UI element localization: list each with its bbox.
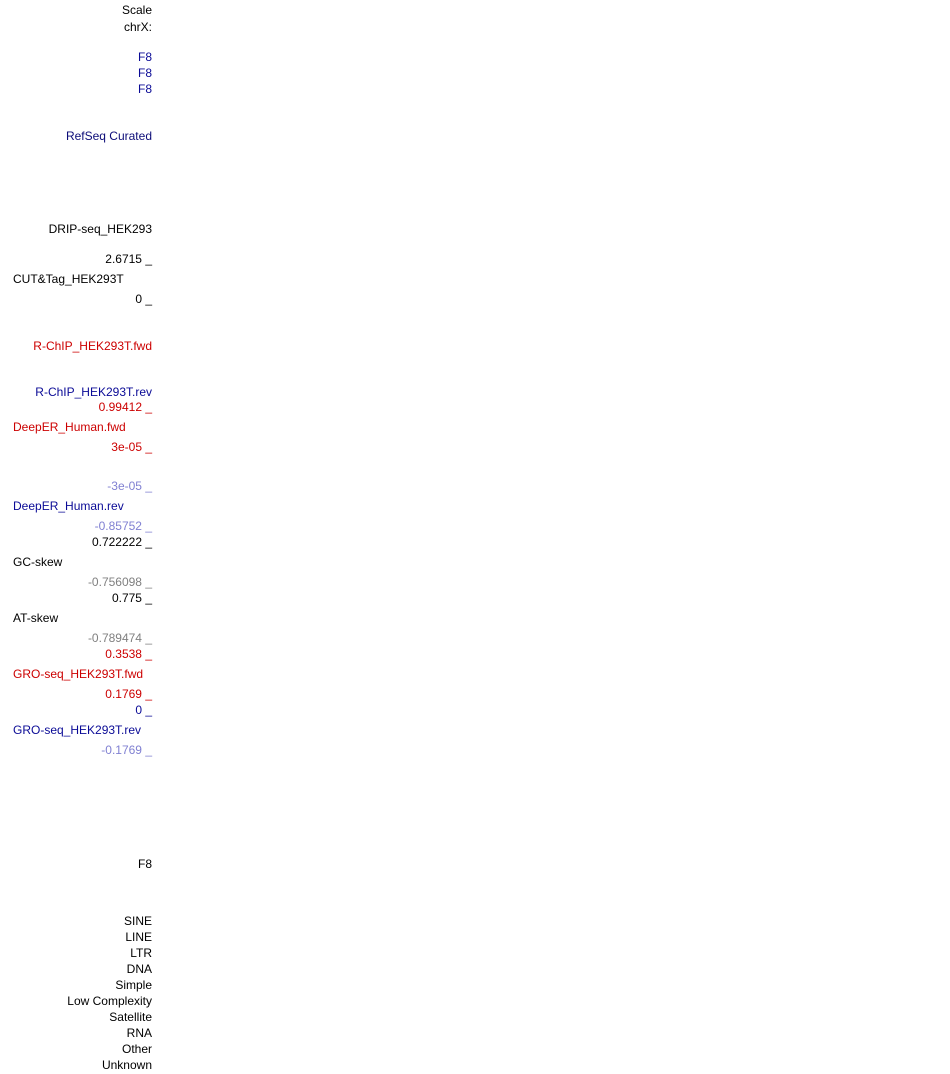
track-label: AT-skew <box>13 611 59 625</box>
track-label: -0.85752 _ <box>94 519 152 533</box>
track-label: DeepER_Human.rev <box>13 499 124 513</box>
track-label: RNA <box>126 1026 152 1040</box>
track-label: DNA <box>126 962 152 976</box>
track-label: F8 <box>137 82 152 96</box>
track-label: CUT&Tag_HEK293T <box>13 272 124 286</box>
track-label: DRIP-seq_HEK293 <box>48 222 152 236</box>
track-label: Scale <box>121 3 152 17</box>
track-label: 2.6715 _ <box>105 252 152 266</box>
track-label: 0 _ <box>135 703 152 717</box>
track-label: chrX: <box>123 20 152 34</box>
track-label: R-ChIP_HEK293T.rev <box>35 385 152 399</box>
track-label: 0.1769 _ <box>105 687 152 701</box>
track-label: 0.99412 _ <box>98 400 152 414</box>
track-label: 0 _ <box>135 292 152 306</box>
track-label: -0.1769 _ <box>101 743 152 757</box>
track-label: 0.3538 _ <box>105 647 152 661</box>
track-label: F8 <box>137 66 152 80</box>
track-label: SINE <box>123 914 152 928</box>
track-label: Low Complexity <box>67 994 152 1008</box>
track-label: F8 <box>137 50 152 64</box>
track-label: Simple <box>115 978 152 992</box>
track-label: 3e-05 _ <box>111 440 152 454</box>
track-label: LTR <box>130 946 152 960</box>
track-label: -0.756098 _ <box>87 575 152 589</box>
track-label: GRO-seq_HEK293T.fwd <box>13 667 144 681</box>
track-label: Unknown <box>101 1058 152 1072</box>
track-label: RefSeq Curated <box>65 129 152 143</box>
track-label: R-ChIP_HEK293T.fwd <box>33 339 152 353</box>
track-label: DeepER_Human.fwd <box>13 420 126 434</box>
track-label: Satellite <box>109 1010 152 1024</box>
track-label: 0.722222 _ <box>91 535 152 549</box>
track-label: GC-skew <box>13 555 63 569</box>
track-label: 0.775 _ <box>111 591 152 605</box>
track-label: Other <box>121 1042 152 1056</box>
track-label: GRO-seq_HEK293T.rev <box>13 723 142 737</box>
track-label: -3e-05 _ <box>107 479 152 493</box>
track-label: LINE <box>125 930 152 944</box>
track-label: F8 <box>137 857 152 871</box>
track-label: -0.789474 _ <box>87 631 152 645</box>
